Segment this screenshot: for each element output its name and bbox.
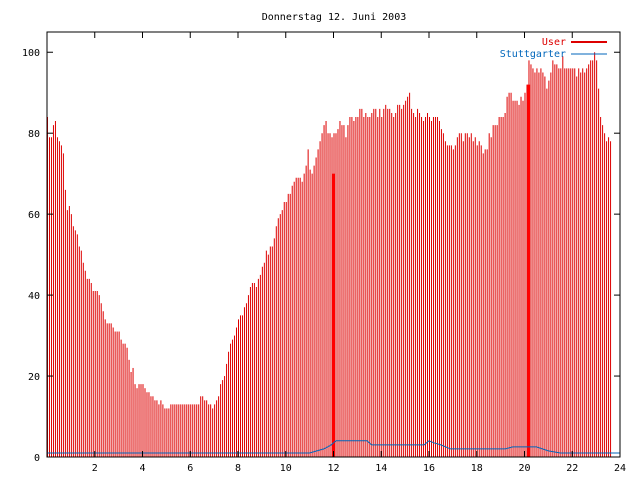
highlight-bar [332,173,335,457]
x-tick-label: 18 [471,463,483,474]
y-tick-label: 0 [34,453,40,464]
stuttgarter-line [47,440,620,454]
x-tick-label: 22 [566,463,578,474]
y-tick-label: 80 [28,129,40,140]
x-tick-label: 14 [375,463,387,474]
x-tick-label: 10 [280,463,292,474]
y-tick-label: 60 [28,210,40,221]
legend: User Stuttgarter [500,37,607,60]
series-lines [47,440,620,454]
legend-label-user: User [542,37,566,48]
x-tick-label: 20 [518,463,530,474]
x-tick-label: 2 [92,463,98,474]
chart-title: Donnerstag 12. Juni 2003 [262,12,407,23]
highlight-bar [527,84,531,457]
legend-label-stuttgarter: Stuttgarter [500,49,566,60]
x-tick-label: 16 [423,463,435,474]
x-tick-label: 12 [327,463,339,474]
user-bars [47,52,612,457]
y-tick-label: 100 [22,48,40,59]
x-tick-label: 4 [139,463,145,474]
y-tick-label: 40 [28,291,40,302]
x-tick-label: 24 [614,463,626,474]
y-tick-label: 20 [28,372,40,383]
x-tick-label: 6 [187,463,193,474]
x-tick-label: 8 [235,463,241,474]
